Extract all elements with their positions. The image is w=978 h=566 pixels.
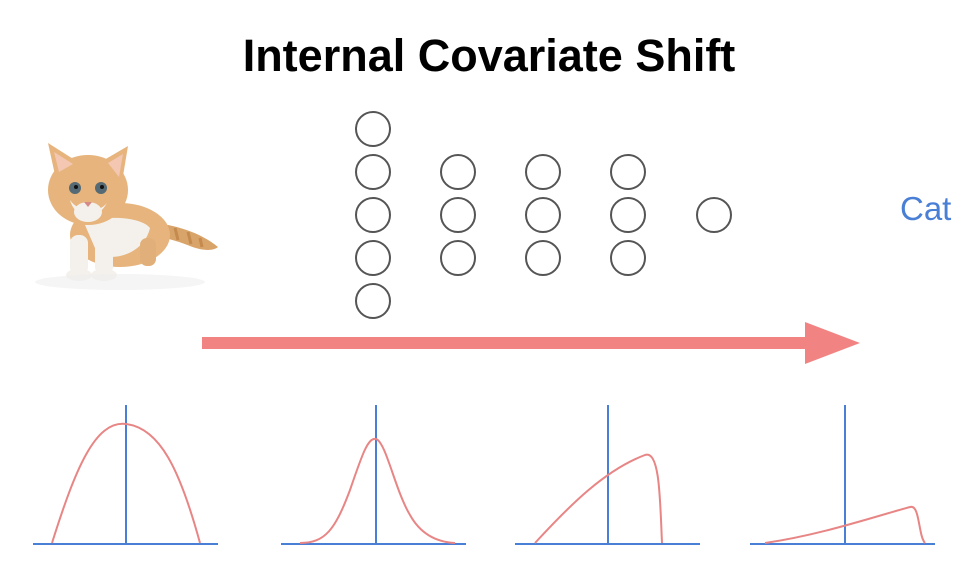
neuron-node: [525, 197, 561, 233]
output-label: Cat: [900, 190, 952, 227]
neuron-node: [355, 240, 391, 276]
distribution-plot-3: [515, 405, 700, 545]
neuron-node: [355, 154, 391, 190]
distribution-plot-1: [33, 405, 218, 545]
neuron-node: [525, 240, 561, 276]
diagram-title: Internal Covariate Shift: [242, 30, 736, 81]
neural-network: [355, 111, 732, 319]
neuron-node: [440, 197, 476, 233]
neuron-node: [610, 197, 646, 233]
distribution-curve: [51, 422, 201, 544]
neuron-node: [525, 154, 561, 190]
neuron-node: [440, 154, 476, 190]
flow-arrow-shaft: [202, 337, 812, 349]
neuron-node: [355, 111, 391, 147]
distribution-curve: [299, 437, 456, 544]
distribution-plots: [33, 405, 935, 545]
neuron-node: [355, 197, 391, 233]
flow-arrow-head: [805, 322, 860, 364]
neuron-node: [696, 197, 732, 233]
flow-arrow: [202, 322, 860, 364]
neuron-node: [610, 240, 646, 276]
kitten-image: [35, 143, 218, 290]
neuron-node: [440, 240, 476, 276]
neuron-node: [355, 283, 391, 319]
distribution-plot-2: [281, 405, 466, 545]
distribution-curve: [764, 505, 926, 544]
neuron-node: [610, 154, 646, 190]
distribution-curve: [534, 453, 663, 544]
distribution-plot-4: [750, 405, 935, 545]
